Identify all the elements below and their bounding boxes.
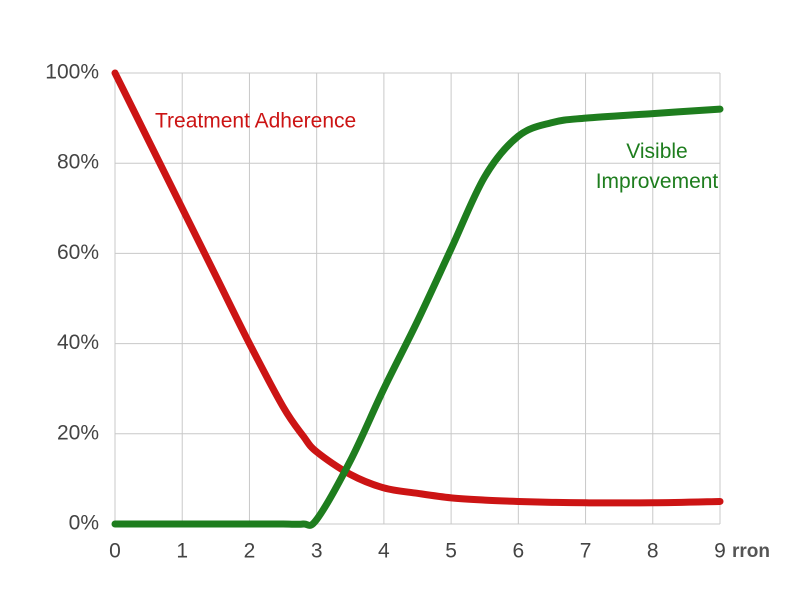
y-tick-label: 40% bbox=[57, 331, 99, 354]
x-tick-label: 9 bbox=[714, 540, 726, 563]
y-tick-label: 80% bbox=[57, 151, 99, 174]
series-line bbox=[111, 69, 724, 507]
series-label: Visible Improvement bbox=[596, 140, 719, 193]
x-axis-label: rron bbox=[732, 541, 770, 562]
x-tick-label: 5 bbox=[445, 540, 457, 563]
x-tick-label: 8 bbox=[647, 540, 659, 563]
x-tick-label: 7 bbox=[580, 540, 592, 563]
x-tick-label: 6 bbox=[512, 540, 524, 563]
series-line bbox=[111, 105, 724, 529]
x-tick-label: 0 bbox=[109, 540, 121, 563]
y-tick-label: 60% bbox=[57, 241, 99, 264]
x-tick-label: 3 bbox=[311, 540, 323, 563]
x-tick-label: 2 bbox=[244, 540, 256, 563]
x-tick-label: 1 bbox=[176, 540, 188, 563]
x-tick-label: 4 bbox=[378, 540, 390, 563]
series-label: Treatment Adherence bbox=[155, 110, 356, 133]
y-tick-label: 0% bbox=[69, 512, 99, 535]
y-tick-label: 20% bbox=[57, 421, 99, 444]
y-tick-label: 100% bbox=[45, 61, 99, 84]
